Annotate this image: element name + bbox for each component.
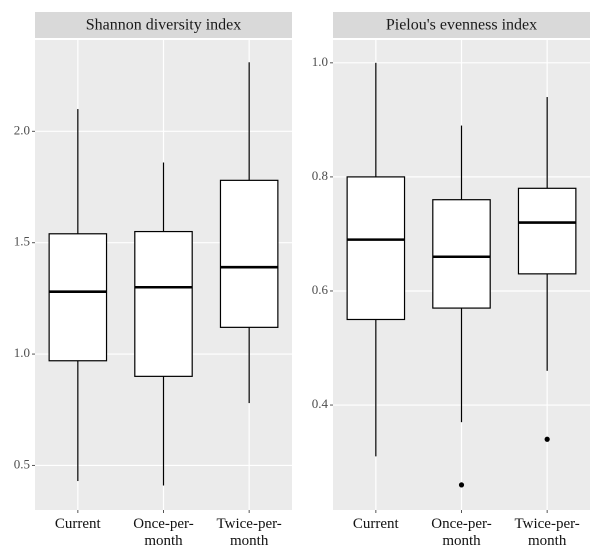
box	[134, 230, 193, 377]
x-tick-label: Current	[352, 516, 399, 532]
x-tick-label: Twice-per-month	[216, 516, 282, 549]
y-tick-label: 1.5	[14, 234, 30, 249]
y-tick-label: 0.8	[312, 168, 328, 183]
box	[517, 187, 577, 275]
outlier	[544, 436, 550, 442]
y-tick-label: 0.4	[312, 396, 329, 411]
x-tick-label: Once-per-month	[133, 516, 194, 549]
box	[432, 199, 491, 309]
x-tick-label: Twice-per-month	[514, 516, 580, 549]
y-tick-label: 0.5	[14, 456, 30, 471]
box	[219, 179, 279, 328]
y-tick-label: 0.6	[312, 282, 329, 297]
panel-title: Shannon diversity index	[86, 17, 242, 34]
y-tick-label: 2.0	[14, 122, 30, 137]
x-tick-label: Current	[54, 516, 101, 532]
box	[346, 176, 406, 321]
panel-title: Pielou's evenness index	[386, 17, 537, 34]
x-tick-label: Once-per-month	[431, 516, 492, 549]
y-tick-label: 1.0	[312, 54, 328, 69]
panel-strip	[333, 12, 590, 38]
panel-strip	[35, 12, 292, 38]
box	[48, 233, 108, 362]
outlier	[458, 482, 465, 488]
y-tick-label: 1.0	[14, 345, 30, 360]
